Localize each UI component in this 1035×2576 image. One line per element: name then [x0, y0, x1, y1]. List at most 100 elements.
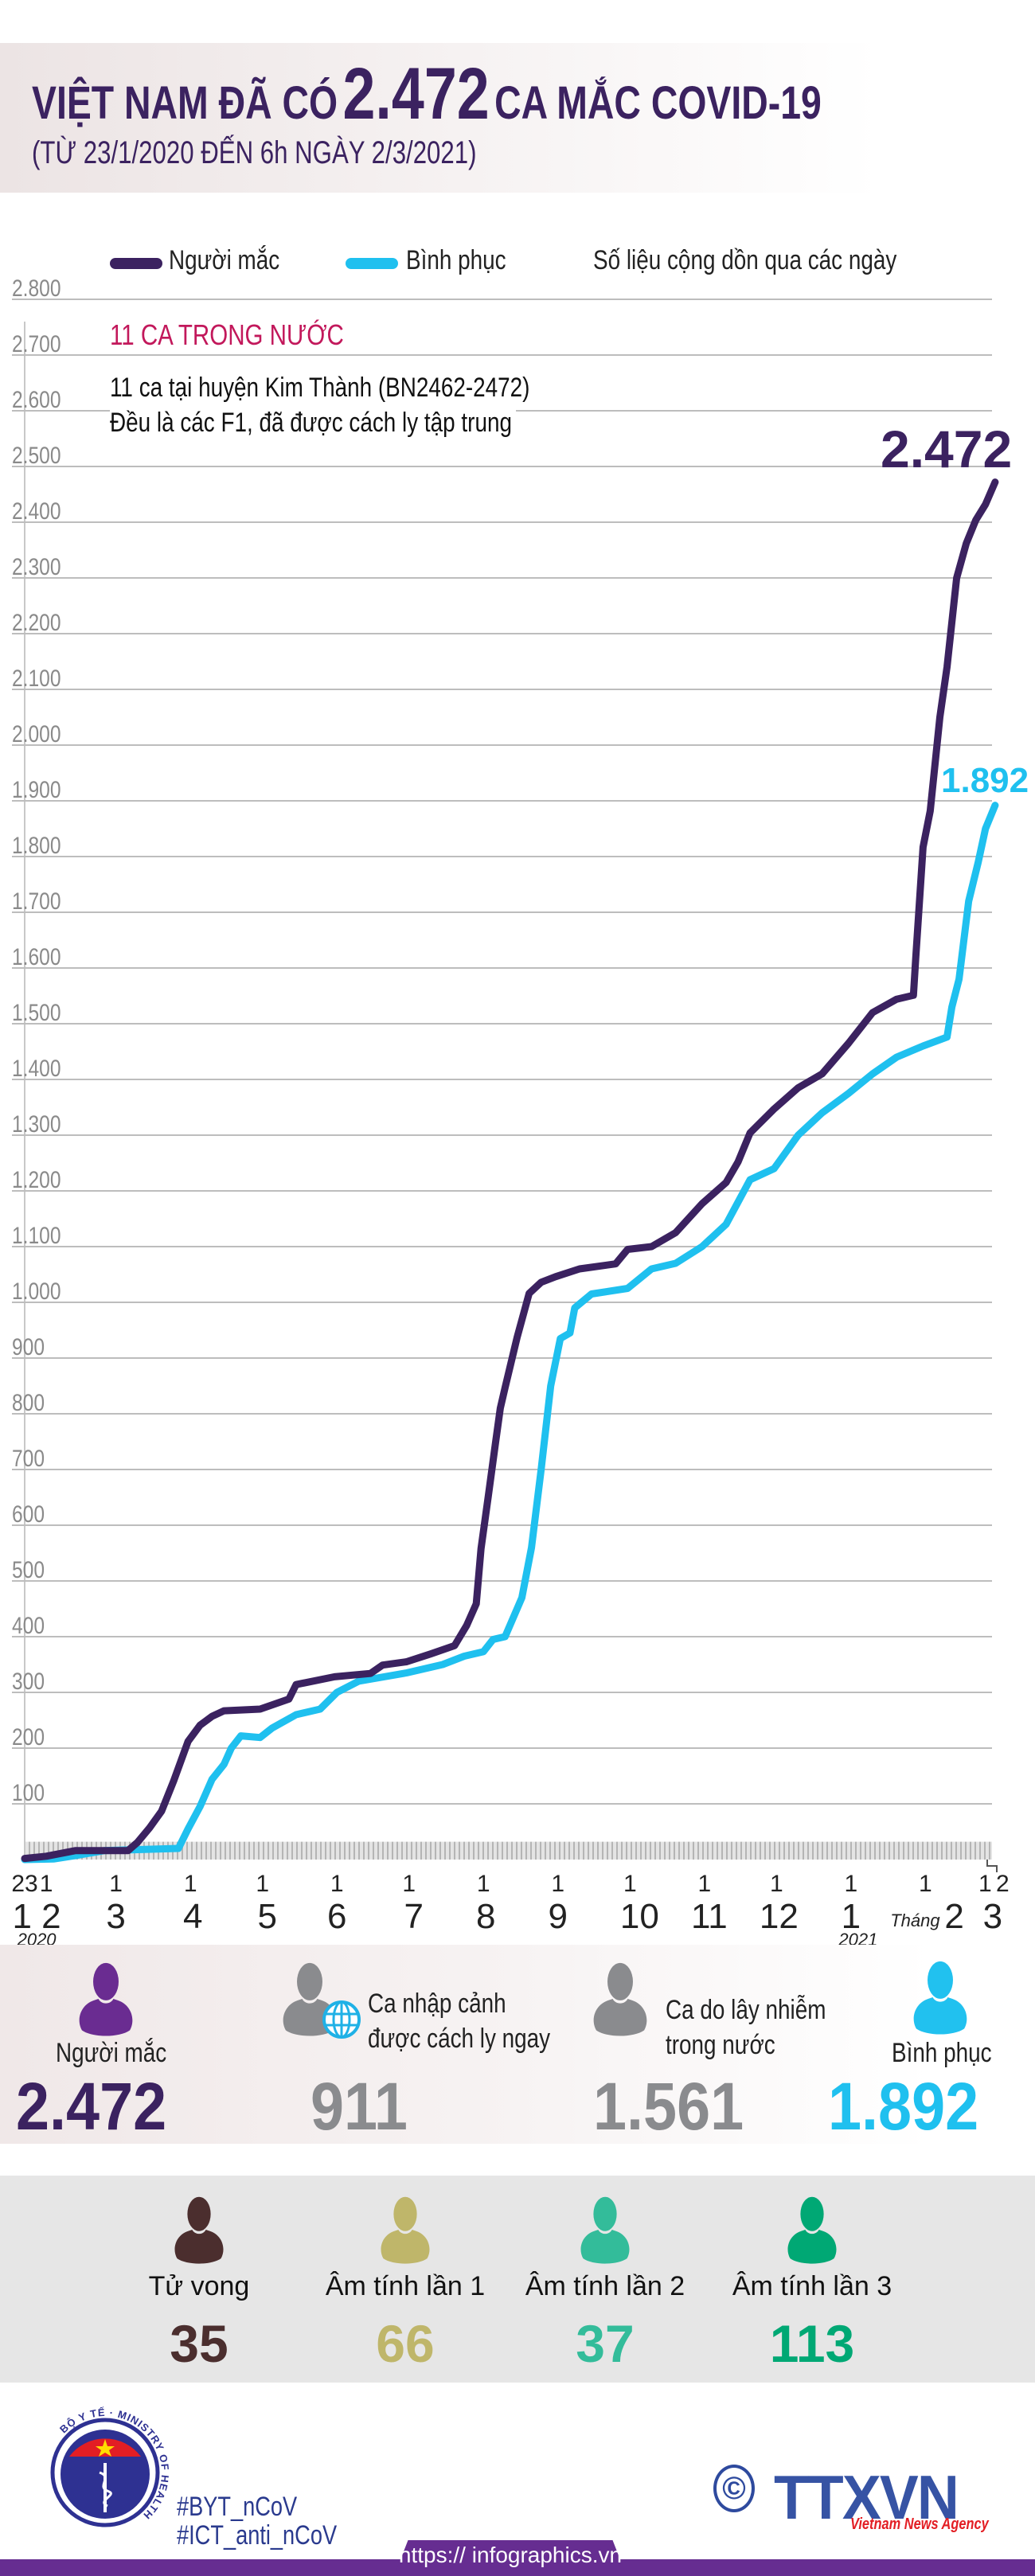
sub-stat-negative-3: Âm tính lần 3 113 [724, 2195, 900, 2374]
agency-name: Vietnam News Agency [850, 2516, 989, 2533]
y-tick-label: 2.700 [12, 330, 61, 357]
header-band [0, 43, 1035, 193]
x-day-tick: 1 [845, 1871, 858, 1897]
y-tick-label: 100 [12, 1779, 45, 1806]
title-number: 2.472 [342, 53, 490, 135]
x-month-label: 12 [760, 1897, 799, 1936]
y-tick-label: 1.000 [12, 1278, 61, 1305]
y-tick-label: 2.100 [12, 665, 61, 692]
y-tick-label: 1.100 [12, 1222, 61, 1249]
sub-stat-value: 35 [170, 2314, 228, 2373]
x-month-label: 1 [842, 1897, 861, 1936]
x-month-label: 8 [476, 1897, 495, 1936]
stat-recovered-value: 1.892 [828, 2069, 979, 2144]
infected-end-label: 2.472 [881, 420, 1013, 478]
sub-stat-label: Tử vong [148, 2271, 250, 2301]
y-tick-label: 2.200 [12, 609, 61, 636]
stats-band [0, 1945, 1035, 2144]
x-day-tick: 1 [697, 1871, 711, 1897]
ministry-of-health-logo: BỘ Y TẾ · MINISTRY OF HEALTH [50, 2406, 170, 2527]
copyright-icon: © [713, 2465, 755, 2512]
person-negative-3-icon [787, 2196, 837, 2264]
annotation-heading: 11 CA TRONG NƯỚC [110, 318, 348, 352]
y-tick-label: 1.700 [12, 888, 61, 915]
x-day-tick: 1 [919, 1871, 932, 1897]
legend-infected-label: Người mắc [169, 245, 280, 275]
y-tick-label: 500 [12, 1556, 45, 1583]
stat-infected-label: Người mắc [56, 2038, 167, 2068]
recovered-line [21, 802, 999, 1864]
stat-imported-label-2: được cách ly ngay [368, 2024, 551, 2054]
x-month-label: 7 [404, 1897, 424, 1936]
recovered-end-label: 1.892 [941, 761, 1029, 800]
website-link[interactable]: https:// infographics.vn [398, 2543, 623, 2567]
footer-tab [394, 2540, 627, 2576]
x-month-label: 4 [183, 1897, 202, 1936]
y-tick-label: 1.300 [12, 1110, 61, 1138]
x-month-label: 11 [691, 1897, 728, 1936]
y-tick-label: 900 [12, 1333, 45, 1360]
x-month-label: 1 2 [12, 1897, 61, 1936]
y-tick-label: 1.400 [12, 1055, 61, 1082]
x-month-label: 6 [327, 1897, 346, 1936]
stat-imported-value: 911 [310, 2069, 408, 2144]
x-month-label: 3 [106, 1897, 125, 1936]
hashtag-byt: #BYT_nCoV [177, 2492, 298, 2522]
annotation-line-1: 11 ca tại huyện Kim Thành (BN2462-2472) [110, 373, 534, 404]
y-tick-label: 1.200 [12, 1166, 61, 1193]
y-tick-label: 2.500 [12, 442, 61, 469]
x-day-tick: 1 [184, 1871, 197, 1897]
y-tick-label: 1.800 [12, 832, 61, 859]
x-month-label: 5 [257, 1897, 276, 1936]
x-day-tick: 2 [996, 1871, 1010, 1897]
x-day-tick: 1 [551, 1871, 564, 1897]
sub-stat-deaths: Tử vong 35 [111, 2195, 287, 2374]
person-recovered-icon [913, 1961, 967, 2035]
globe-icon [322, 2000, 361, 2039]
x-day-tick: 23 [11, 1871, 37, 1897]
annotation-line-2: Đều là các F1, đã được cách ly tập trung [110, 408, 516, 439]
ttxvn-logo: TTXVN [774, 2462, 959, 2532]
sub-stat-value: 66 [376, 2314, 435, 2373]
x-month-label: 2 [944, 1897, 963, 1936]
person-infected-icon [79, 1962, 133, 2036]
person-imported-icon [283, 1962, 337, 2036]
zero-band [25, 1841, 992, 1860]
y-tick-label: 200 [12, 1723, 45, 1751]
legend-recovered-swatch [346, 258, 398, 269]
y-tick-label: 2.000 [12, 720, 61, 747]
x-month-label: 9 [549, 1897, 568, 1936]
stat-imported-label-1: Ca nhập cảnh [368, 1989, 506, 2019]
page-subtitle: (TỪ 23/1/2020 ĐẾN 6h NGÀY 2/3/2021) [32, 135, 477, 170]
y-tick-label: 300 [12, 1668, 45, 1695]
sub-stats-band [0, 2176, 1035, 2383]
cumulative-cases-chart: 100 200 300 400 500 600 700 800 900 1.000 1.100 1.2… [11, 279, 1010, 1950]
y-tick-label: 2.600 [12, 386, 61, 413]
x-month-prefix: Tháng [890, 1911, 940, 1930]
stat-domestic-label-1: Ca do lây nhiễm [666, 1995, 826, 2025]
person-domestic-icon [593, 1962, 647, 2036]
sub-stat-value: 37 [576, 2314, 635, 2373]
stat-domestic-label-2: trong nước [666, 2030, 775, 2060]
x-day-tick: 1 [477, 1871, 490, 1897]
x-day-tick: 1 [770, 1871, 783, 1897]
stat-infected-value: 2.472 [16, 2069, 167, 2144]
y-tick-label: 2.400 [12, 498, 61, 525]
person-negative-2-icon [580, 2196, 630, 2264]
y-tick-label: 700 [12, 1445, 45, 1472]
sub-stat-label: Âm tính lần 3 [732, 2271, 892, 2301]
axis-end-mark [986, 1860, 998, 1872]
person-negative-1-icon [381, 2196, 430, 2264]
y-tick-label: 2.800 [12, 279, 61, 302]
hashtag-ict: #ICT_anti_nCoV [177, 2520, 338, 2551]
legend-recovered-label: Bình phục [406, 245, 506, 275]
infected-line [21, 478, 999, 1863]
stat-recovered-label: Bình phục [892, 2038, 992, 2068]
x-month-label: 10 [620, 1897, 659, 1936]
sub-stat-label: Âm tính lần 1 [325, 2271, 486, 2301]
y-tick-label: 800 [12, 1389, 45, 1416]
x-day-tick: 1 [623, 1871, 637, 1897]
y-tick-label: 1.600 [12, 943, 61, 970]
legend-infected-swatch [110, 258, 162, 269]
y-tick-label: 2.300 [12, 553, 61, 580]
